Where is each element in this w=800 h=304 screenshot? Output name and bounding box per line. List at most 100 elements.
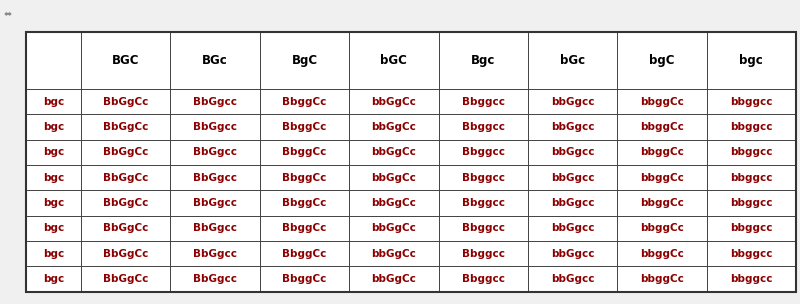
- Bar: [528, 89, 618, 114]
- Text: bbGgCc: bbGgCc: [371, 147, 416, 157]
- Text: Bbggcc: Bbggcc: [462, 198, 505, 208]
- Text: bgc: bgc: [739, 54, 763, 67]
- Bar: [349, 267, 438, 292]
- Text: Bbggcc: Bbggcc: [462, 173, 505, 183]
- Text: bbggcc: bbggcc: [730, 122, 773, 132]
- Text: bbggCc: bbggCc: [640, 198, 684, 208]
- Bar: [26, 216, 81, 241]
- Text: bgc: bgc: [42, 97, 64, 107]
- Text: Bbggcc: Bbggcc: [462, 223, 505, 233]
- Bar: [706, 191, 796, 216]
- Bar: [438, 89, 528, 114]
- Text: bbggcc: bbggcc: [730, 173, 773, 183]
- Text: BgC: BgC: [291, 54, 318, 67]
- Bar: [26, 165, 81, 191]
- Bar: [706, 89, 796, 114]
- Bar: [170, 32, 260, 89]
- Bar: [170, 241, 260, 267]
- Text: BbGgCc: BbGgCc: [103, 198, 149, 208]
- Bar: [706, 216, 796, 241]
- Text: BbGgCc: BbGgCc: [103, 223, 149, 233]
- Text: BbggCc: BbggCc: [282, 97, 326, 107]
- Bar: [618, 114, 706, 140]
- Bar: [618, 241, 706, 267]
- Bar: [260, 267, 349, 292]
- Text: BbGgCc: BbGgCc: [103, 173, 149, 183]
- Bar: [260, 140, 349, 165]
- Bar: [26, 114, 81, 140]
- Text: Bbggcc: Bbggcc: [462, 97, 505, 107]
- Bar: [81, 241, 170, 267]
- Bar: [618, 32, 706, 89]
- Text: bGC: bGC: [381, 54, 407, 67]
- Text: bbggCc: bbggCc: [640, 122, 684, 132]
- Text: BbGgcc: BbGgcc: [193, 198, 237, 208]
- Bar: [349, 165, 438, 191]
- Text: bbggcc: bbggcc: [730, 249, 773, 259]
- Bar: [438, 216, 528, 241]
- Text: bgc: bgc: [42, 249, 64, 259]
- Text: BbGgcc: BbGgcc: [193, 249, 237, 259]
- Bar: [81, 216, 170, 241]
- Bar: [438, 241, 528, 267]
- Bar: [26, 140, 81, 165]
- Text: bgc: bgc: [42, 173, 64, 183]
- Text: bbggCc: bbggCc: [640, 97, 684, 107]
- Text: bGc: bGc: [560, 54, 585, 67]
- Bar: [170, 216, 260, 241]
- Bar: [438, 114, 528, 140]
- Bar: [618, 267, 706, 292]
- Text: bbGgcc: bbGgcc: [551, 249, 594, 259]
- Text: bgC: bgC: [650, 54, 674, 67]
- Bar: [170, 114, 260, 140]
- Text: BbGgcc: BbGgcc: [193, 274, 237, 284]
- Bar: [618, 89, 706, 114]
- Bar: [170, 140, 260, 165]
- Text: BbggCc: BbggCc: [282, 122, 326, 132]
- Bar: [81, 165, 170, 191]
- Text: bbggCc: bbggCc: [640, 249, 684, 259]
- Text: bgc: bgc: [42, 274, 64, 284]
- Bar: [618, 191, 706, 216]
- Bar: [706, 267, 796, 292]
- Bar: [170, 89, 260, 114]
- Text: bbGgcc: bbGgcc: [551, 173, 594, 183]
- Bar: [528, 32, 618, 89]
- Bar: [349, 89, 438, 114]
- Bar: [260, 241, 349, 267]
- Text: BbGgcc: BbGgcc: [193, 97, 237, 107]
- Text: bbGgCc: bbGgCc: [371, 97, 416, 107]
- Bar: [706, 165, 796, 191]
- Bar: [170, 191, 260, 216]
- Text: Bgc: Bgc: [471, 54, 495, 67]
- Bar: [349, 32, 438, 89]
- Bar: [706, 32, 796, 89]
- Text: bbGgcc: bbGgcc: [551, 198, 594, 208]
- Text: bbGgcc: bbGgcc: [551, 223, 594, 233]
- Text: BbggCc: BbggCc: [282, 274, 326, 284]
- Text: BGC: BGC: [112, 54, 139, 67]
- Text: bbggcc: bbggcc: [730, 147, 773, 157]
- Bar: [618, 165, 706, 191]
- Bar: [349, 241, 438, 267]
- Text: bbGgCc: bbGgCc: [371, 122, 416, 132]
- Text: BbGgcc: BbGgcc: [193, 147, 237, 157]
- Bar: [260, 165, 349, 191]
- Text: BbggCc: BbggCc: [282, 147, 326, 157]
- Bar: [81, 89, 170, 114]
- Bar: [528, 216, 618, 241]
- Text: Bbggcc: Bbggcc: [462, 147, 505, 157]
- Text: BbggCc: BbggCc: [282, 249, 326, 259]
- Bar: [528, 267, 618, 292]
- Text: BbGgCc: BbGgCc: [103, 122, 149, 132]
- Text: BbggCc: BbggCc: [282, 173, 326, 183]
- Text: BbGgcc: BbGgcc: [193, 173, 237, 183]
- Text: bbggcc: bbggcc: [730, 274, 773, 284]
- Text: bbggCc: bbggCc: [640, 173, 684, 183]
- Text: bbGgCc: bbGgCc: [371, 198, 416, 208]
- Bar: [170, 165, 260, 191]
- Bar: [349, 216, 438, 241]
- Bar: [26, 267, 81, 292]
- Text: Bbggcc: Bbggcc: [462, 274, 505, 284]
- Bar: [170, 267, 260, 292]
